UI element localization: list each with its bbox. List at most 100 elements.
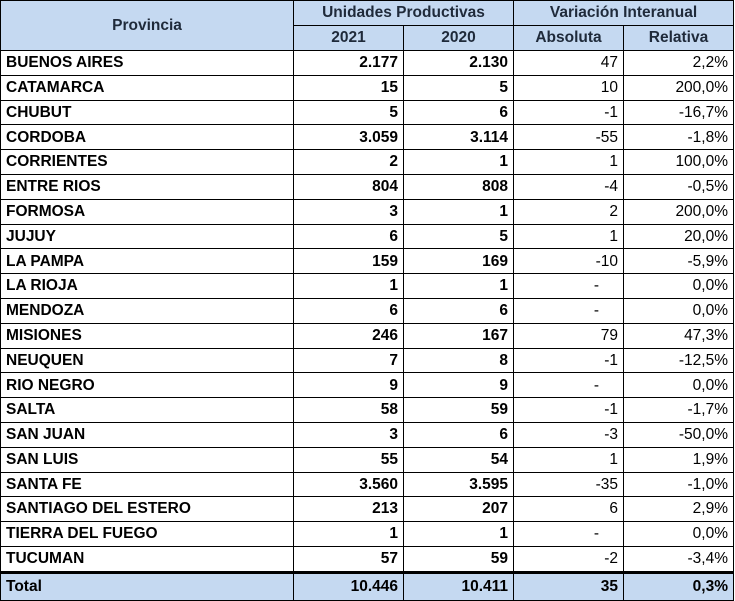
table-row: LA RIOJA 1 1-0,0% — [0, 273, 735, 299]
table-row: SANTIAGO DEL ESTERO 213 207 6 2,9% — [0, 496, 735, 523]
cell-provincia: LA PAMPA — [0, 248, 294, 275]
cell-provincia: ENTRE RIOS — [0, 173, 294, 200]
cell-absoluta: - — [513, 273, 625, 299]
table-row: CORRIENTES 2 1 1 100,0% — [0, 149, 735, 175]
cell-absoluta: -3 — [513, 421, 625, 448]
cell-absoluta: 1 — [513, 223, 625, 250]
cell-provincia: JUJUY — [0, 223, 294, 250]
header-relativa: Relativa — [623, 25, 735, 51]
cell-relativa: 2,2% — [623, 50, 735, 76]
cell-absoluta: -1 — [513, 397, 625, 423]
cell-2020: 5 — [402, 74, 515, 101]
cell-2021: 1 — [293, 273, 404, 299]
cell-2020: 169 — [402, 248, 515, 275]
cell-provincia: SANTIAGO DEL ESTERO — [0, 496, 294, 523]
table-row: SANTA FE 3.560 3.595 -35 -1,0% — [0, 471, 735, 498]
header-2020: 2020 — [402, 25, 515, 51]
cell-2021: 3 — [293, 198, 404, 225]
cell-2020: 207 — [402, 496, 515, 523]
total-2020: 10.411 — [402, 570, 515, 601]
table-row: SAN JUAN 3 6 -3 -50,0% — [0, 421, 735, 448]
cell-2021: 3 — [293, 421, 404, 448]
cell-absoluta: - — [513, 372, 625, 399]
cell-relativa: -5,9% — [623, 248, 735, 275]
total-2021: 10.446 — [293, 570, 404, 601]
header-unidades: Unidades Productivas — [292, 0, 515, 26]
cell-2020: 8 — [402, 347, 515, 374]
cell-provincia: SANTA FE — [0, 471, 294, 498]
cell-relativa: 100,0% — [623, 149, 735, 175]
cell-2021: 15 — [293, 74, 404, 101]
cell-2020: 9 — [402, 372, 515, 399]
cell-provincia: SAN JUAN — [0, 421, 294, 448]
table-row: LA PAMPA 159 169 -10 -5,9% — [0, 248, 735, 275]
cell-2021: 55 — [293, 446, 404, 473]
cell-provincia: CORDOBA — [0, 124, 294, 151]
cell-relativa: 1,9% — [623, 446, 735, 473]
cell-2021: 3.560 — [293, 471, 404, 498]
cell-2021: 6 — [293, 297, 404, 324]
cell-2020: 808 — [402, 173, 515, 200]
cell-provincia: CHUBUT — [0, 99, 294, 126]
total-label: Total — [0, 570, 294, 601]
cell-provincia: BUENOS AIRES — [0, 50, 294, 76]
cell-2020: 1 — [402, 149, 515, 175]
cell-2021: 246 — [293, 322, 404, 349]
table-header: Provincia Unidades Productivas Variación… — [0, 0, 735, 51]
cell-2020: 54 — [402, 446, 515, 473]
cell-absoluta: 1 — [513, 446, 625, 473]
cell-relativa: 200,0% — [623, 198, 735, 225]
cell-absoluta: - — [513, 521, 625, 547]
cell-2021: 9 — [293, 372, 404, 399]
cell-relativa: 0,0% — [623, 372, 735, 399]
cell-provincia: FORMOSA — [0, 198, 294, 225]
cell-relativa: -1,7% — [623, 397, 735, 423]
cell-absoluta: 47 — [513, 50, 625, 76]
header-variacion: Variación Interanual — [513, 0, 735, 26]
cell-absoluta: 2 — [513, 198, 625, 225]
cell-provincia: RIO NEGRO — [0, 372, 294, 399]
cell-absoluta: -4 — [513, 173, 625, 200]
cell-2021: 213 — [293, 496, 404, 523]
cell-relativa: -12,5% — [623, 347, 735, 374]
cell-2021: 58 — [293, 397, 404, 423]
cell-2021: 804 — [293, 173, 404, 200]
table-row: CATAMARCA 15 5 10 200,0% — [0, 74, 735, 101]
cell-provincia: SALTA — [0, 397, 294, 423]
table-body: BUENOS AIRES 2.177 2.130 47 2,2% CATAMARCA 15 5… — [0, 50, 735, 573]
cell-2020: 59 — [402, 397, 515, 423]
table-row: CHUBUT 5 6 -1 -16,7% — [0, 99, 735, 126]
table-row: ENTRE RIOS 804 808 -4 -0,5% — [0, 173, 735, 200]
cell-relativa: 20,0% — [623, 223, 735, 250]
cell-2020: 2.130 — [402, 50, 515, 76]
cell-relativa: 0,0% — [623, 297, 735, 324]
cell-provincia: CATAMARCA — [0, 74, 294, 101]
cell-2021: 2 — [293, 149, 404, 175]
cell-2020: 1 — [402, 521, 515, 547]
cell-absoluta: -55 — [513, 124, 625, 151]
table-row: MISIONES 246 167 79 47,3% — [0, 322, 735, 349]
table-row: MENDOZA 6 6-0,0% — [0, 297, 735, 324]
cell-relativa: 0,0% — [623, 273, 735, 299]
table-row: SAN LUIS 55 54 1 1,9% — [0, 446, 735, 473]
cell-2021: 6 — [293, 223, 404, 250]
total-relativa: 0,3% — [623, 570, 735, 601]
total-absoluta: 35 — [513, 570, 625, 601]
header-absoluta: Absoluta — [513, 25, 625, 51]
cell-relativa: -1,8% — [623, 124, 735, 151]
cell-relativa: -3,4% — [623, 545, 735, 573]
cell-provincia: MISIONES — [0, 322, 294, 349]
table-row: CORDOBA 3.059 3.114 -55 -1,8% — [0, 124, 735, 151]
cell-2020: 5 — [402, 223, 515, 250]
cell-2021: 7 — [293, 347, 404, 374]
cell-absoluta: - — [513, 297, 625, 324]
cell-2020: 6 — [402, 99, 515, 126]
cell-relativa: 0,0% — [623, 521, 735, 547]
table-row: TIERRA DEL FUEGO 1 1-0,0% — [0, 521, 735, 547]
cell-provincia: NEUQUEN — [0, 347, 294, 374]
cell-2021: 57 — [293, 545, 404, 573]
cell-relativa: -0,5% — [623, 173, 735, 200]
table-row: JUJUY 6 5 1 20,0% — [0, 223, 735, 250]
cell-provincia: CORRIENTES — [0, 149, 294, 175]
